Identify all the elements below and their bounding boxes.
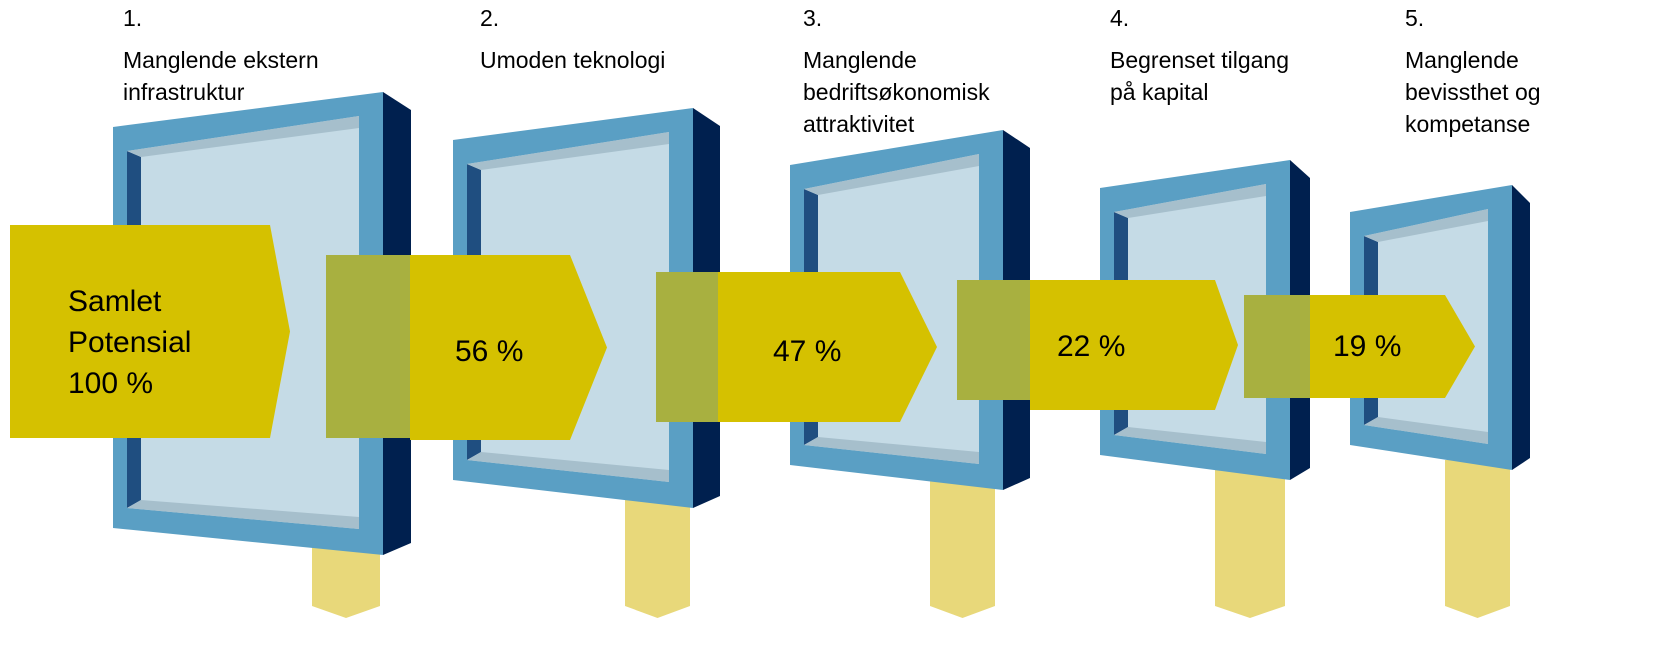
glass-bottom-edge <box>804 437 979 464</box>
barrier-label: bedriftsøkonomisk <box>803 79 990 105</box>
flow-label: 100 % <box>68 367 153 400</box>
barrier-number: 4. <box>1110 5 1129 31</box>
barrier-loss <box>326 255 410 438</box>
flow-arrow <box>1310 295 1475 398</box>
barrier-label: attraktivitet <box>803 111 915 137</box>
barrier-label: på kapital <box>1110 79 1208 105</box>
flow-arrow <box>10 225 290 438</box>
barrier-loss <box>656 272 718 422</box>
barrier-label: Manglende <box>1405 47 1519 73</box>
barrier-label: Manglende <box>803 47 917 73</box>
glass-top-edge <box>1114 184 1266 218</box>
glass-top-edge <box>1364 209 1488 242</box>
glass-bottom-edge <box>1364 417 1488 444</box>
glass-bottom-edge <box>1114 427 1266 454</box>
stand <box>930 480 995 618</box>
flow-label: 47 % <box>773 335 841 368</box>
stand <box>1445 460 1510 618</box>
flow-label: Potensial <box>68 326 191 359</box>
barrier-label: infrastruktur <box>123 79 245 105</box>
flow-label: 56 % <box>455 335 523 368</box>
arrows <box>10 225 1475 440</box>
frame-side <box>1512 185 1530 470</box>
flow-arrow <box>718 272 937 422</box>
barrier-label: bevissthet og <box>1405 79 1541 105</box>
glass-bottom-edge <box>127 500 359 529</box>
stand <box>312 545 380 618</box>
barrier-label: kompetanse <box>1405 111 1530 137</box>
barrier-label: Begrenset tilgang <box>1110 47 1289 73</box>
flow-label: 22 % <box>1057 330 1125 363</box>
glass-top-edge <box>467 132 669 170</box>
barrier-loss <box>1244 295 1310 398</box>
stand <box>1215 470 1285 618</box>
barrier-number: 1. <box>123 5 142 31</box>
barrier-number: 5. <box>1405 5 1424 31</box>
glass-bottom-edge <box>467 452 669 482</box>
flow-arrow <box>1030 280 1238 410</box>
barrier-label: Manglende ekstern <box>123 47 319 73</box>
barrier-label: Umoden teknologi <box>480 47 665 73</box>
flow-arrow <box>410 255 607 440</box>
glass-top-edge <box>804 154 979 195</box>
glass-top-edge <box>127 116 359 157</box>
barrier-number: 3. <box>803 5 822 31</box>
flow-label: 19 % <box>1333 330 1401 363</box>
stand <box>625 498 690 618</box>
barrier-frame <box>1350 185 1530 618</box>
texts: 1. Manglende ekstern infrastruktur 2. Umoden… <box>68 5 1541 400</box>
barrier-number: 2. <box>480 5 499 31</box>
barrier-loss <box>957 280 1030 400</box>
flow-label: Samlet <box>68 285 162 318</box>
